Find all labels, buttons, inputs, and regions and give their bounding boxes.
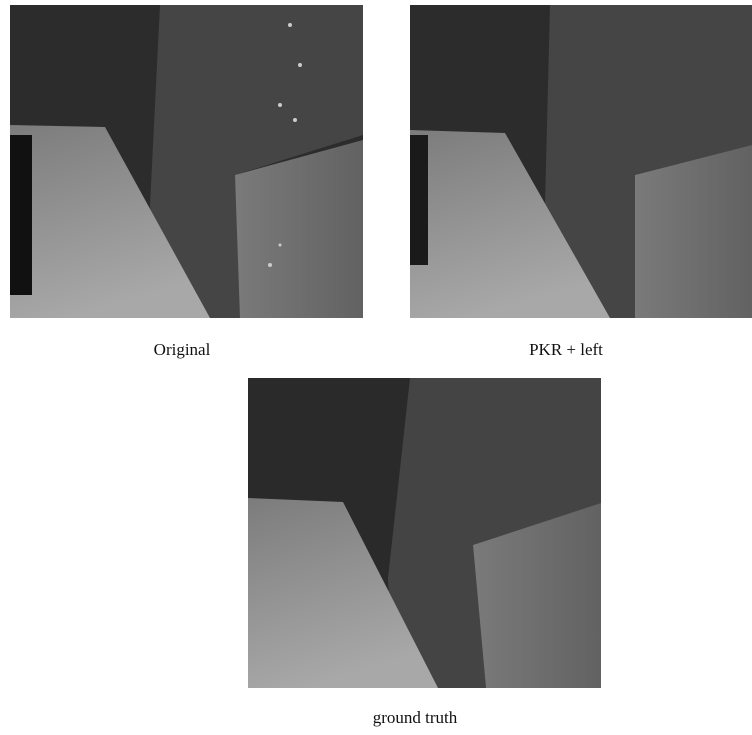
figure: Original PKR + left ground truth	[0, 0, 752, 735]
caption: PKR + left	[529, 340, 603, 360]
depth-image-pkr	[410, 5, 752, 318]
caption: ground truth	[373, 708, 458, 728]
depth-image-ground-truth	[248, 378, 601, 688]
depth-image-original	[10, 5, 363, 318]
caption: Original	[154, 340, 211, 360]
